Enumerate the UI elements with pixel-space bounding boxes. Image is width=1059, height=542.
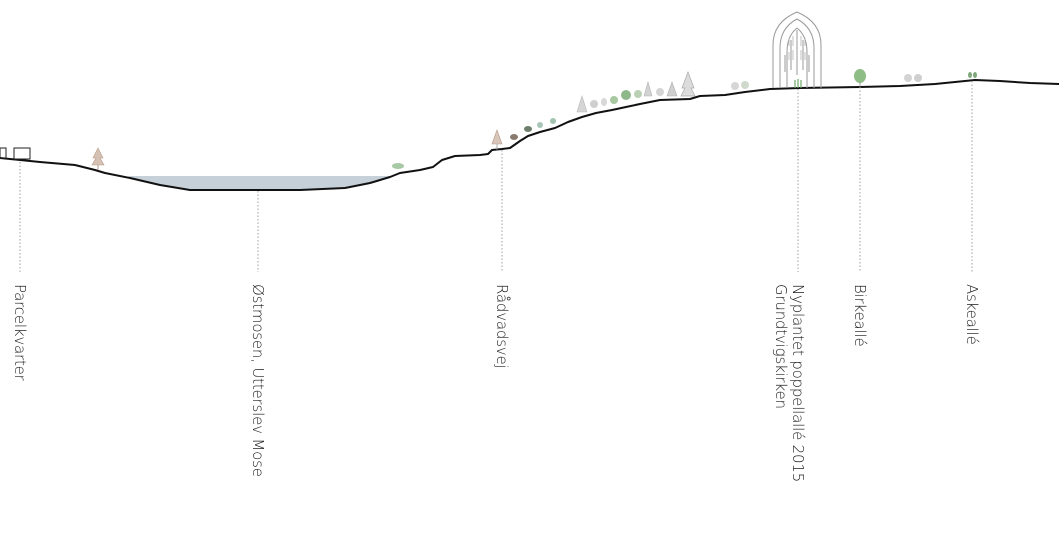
label-parcelkvarter: Parcelkvarter	[11, 284, 29, 381]
terrain-profile-line	[0, 79, 1059, 191]
tree-icon	[610, 96, 618, 104]
birch-tree-icon	[854, 69, 866, 87]
ash-tree-icon	[968, 72, 977, 78]
tree-icon	[91, 147, 105, 170]
label-grundtvigskirken: Grundtvigskirken	[772, 284, 790, 409]
tree-icons	[91, 69, 977, 170]
tree-icon	[643, 80, 653, 97]
tree-icon	[537, 122, 543, 128]
label-radvadsvej: Rådvadsvej	[493, 284, 511, 369]
label-birkealle: Birkeallé	[851, 284, 869, 347]
tree-icon	[741, 81, 749, 89]
tree-icon	[914, 74, 922, 82]
church-facade-pattern	[788, 36, 806, 60]
church-icon	[772, 11, 822, 88]
tree-icon	[510, 134, 518, 140]
label-poppelalle: Nyplantet poppellallé 2015	[789, 284, 807, 483]
tree-icon	[680, 71, 696, 97]
parcel-houses	[0, 147, 31, 160]
tree-icon	[601, 98, 607, 106]
mose-water	[128, 176, 390, 190]
label-askealle: Askeallé	[963, 284, 981, 345]
poplar-tree-icons	[794, 79, 802, 88]
tree-icon	[731, 82, 739, 90]
tree-icon	[590, 100, 598, 108]
tree-icon	[666, 81, 678, 97]
label-poppelalle-grundtvigskirken: Nyplantet poppellallé 2015 Grundtvigskir…	[772, 284, 807, 483]
tree-icon	[904, 74, 912, 82]
label-ostmosen: Østmosen, Utterslev Mose	[249, 284, 267, 477]
tree-icon	[621, 90, 631, 100]
tree-icon	[634, 90, 642, 98]
tree-icon	[524, 126, 532, 132]
tree-icon	[656, 88, 664, 96]
tree-icon	[550, 118, 556, 124]
tree-icon	[392, 163, 404, 169]
tree-icon	[491, 129, 503, 150]
tree-icon	[576, 94, 588, 113]
